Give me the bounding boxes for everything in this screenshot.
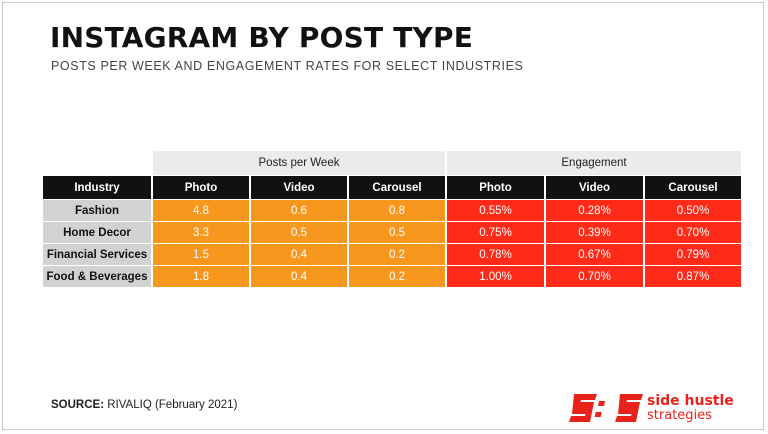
table-row: Home Decor 3.3 0.5 0.5 0.75% 0.39% 0.70% bbox=[43, 222, 741, 243]
column-header-engagement-video: Video bbox=[546, 176, 643, 199]
engagement-cell: 0.55% bbox=[447, 200, 544, 221]
column-header-engagement-photo: Photo bbox=[447, 176, 544, 199]
group-header-posts: Posts per Week bbox=[153, 151, 445, 175]
posts-cell: 0.6 bbox=[251, 200, 347, 221]
group-header-engagement: Engagement bbox=[447, 151, 741, 175]
posts-cell: 0.2 bbox=[349, 244, 445, 265]
table-row: Fashion 4.8 0.6 0.8 0.55% 0.28% 0.50% bbox=[43, 200, 741, 221]
brand-logo-line2: strategies bbox=[647, 408, 712, 423]
posts-cell: 1.8 bbox=[153, 266, 249, 287]
group-header-row: Posts per Week Engagement bbox=[43, 151, 741, 175]
posts-cell: 1.5 bbox=[153, 244, 249, 265]
engagement-cell: 0.78% bbox=[447, 244, 544, 265]
slide-frame: INSTAGRAM BY POST TYPE POSTS PER WEEK AN… bbox=[2, 2, 764, 430]
table-row: Food & Beverages 1.8 0.4 0.2 1.00% 0.70%… bbox=[43, 266, 741, 287]
posts-cell: 0.8 bbox=[349, 200, 445, 221]
source-label: SOURCE: bbox=[51, 399, 105, 411]
posts-cell: 0.5 bbox=[349, 222, 445, 243]
column-header-posts-carousel: Carousel bbox=[349, 176, 445, 199]
engagement-cell: 0.39% bbox=[546, 222, 643, 243]
posts-cell: 3.3 bbox=[153, 222, 249, 243]
industry-cell: Fashion bbox=[43, 200, 151, 221]
engagement-cell: 0.50% bbox=[645, 200, 741, 221]
posts-cell: 0.5 bbox=[251, 222, 347, 243]
engagement-cell: 0.70% bbox=[546, 266, 643, 287]
engagement-cell: 0.28% bbox=[546, 200, 643, 221]
source-text: RIVALIQ (February 2021) bbox=[107, 399, 238, 411]
industry-cell: Home Decor bbox=[43, 222, 151, 243]
table-row: Financial Services 1.5 0.4 0.2 0.78% 0.6… bbox=[43, 244, 741, 265]
engagement-cell: 1.00% bbox=[447, 266, 544, 287]
page-subtitle: POSTS PER WEEK AND ENGAGEMENT RATES FOR … bbox=[51, 59, 524, 73]
column-header-posts-photo: Photo bbox=[153, 176, 249, 199]
column-header-industry: Industry bbox=[43, 176, 151, 199]
engagement-cell: 0.67% bbox=[546, 244, 643, 265]
industry-cell: Food & Beverages bbox=[43, 266, 151, 287]
posts-cell: 0.4 bbox=[251, 244, 347, 265]
posts-cell: 0.4 bbox=[251, 266, 347, 287]
source-note: SOURCE: RIVALIQ (February 2021) bbox=[51, 399, 237, 411]
posts-cell: 0.2 bbox=[349, 266, 445, 287]
data-table: Posts per Week Engagement Industry Photo… bbox=[41, 150, 743, 288]
engagement-cell: 0.87% bbox=[645, 266, 741, 287]
brand-logo-mark-icon bbox=[569, 394, 643, 422]
group-header-blank bbox=[43, 151, 151, 175]
industry-cell: Financial Services bbox=[43, 244, 151, 265]
engagement-cell: 0.70% bbox=[645, 222, 741, 243]
page-title: INSTAGRAM BY POST TYPE bbox=[50, 21, 474, 54]
brand-logo: side hustle strategies bbox=[568, 392, 743, 426]
column-header-posts-video: Video bbox=[251, 176, 347, 199]
posts-cell: 4.8 bbox=[153, 200, 249, 221]
engagement-cell: 0.75% bbox=[447, 222, 544, 243]
column-header-engagement-carousel: Carousel bbox=[645, 176, 741, 199]
brand-logo-line1: side hustle bbox=[647, 393, 734, 409]
column-header-row: Industry Photo Video Carousel Photo Vide… bbox=[43, 176, 741, 199]
engagement-cell: 0.79% bbox=[645, 244, 741, 265]
